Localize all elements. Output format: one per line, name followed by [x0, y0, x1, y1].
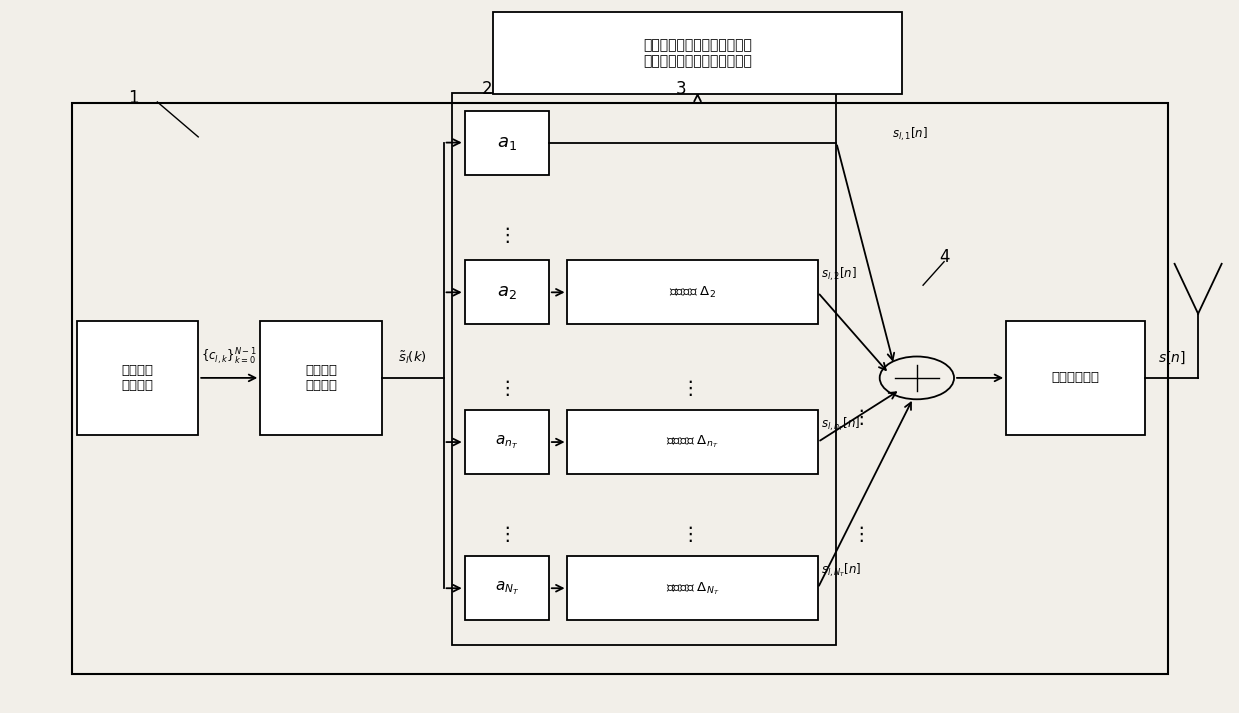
Text: $s_{l,n_T}[n]$: $s_{l,n_T}[n]$ — [821, 416, 861, 433]
Text: 3: 3 — [676, 80, 686, 98]
FancyBboxPatch shape — [465, 111, 549, 175]
Text: $s_{l,N_T}[n]$: $s_{l,N_T}[n]$ — [821, 562, 862, 579]
Text: ⋮: ⋮ — [497, 379, 517, 398]
FancyBboxPatch shape — [567, 260, 818, 324]
FancyBboxPatch shape — [465, 260, 549, 324]
Text: $a_1$: $a_1$ — [497, 133, 517, 152]
Text: $a_2$: $a_2$ — [497, 283, 517, 302]
Text: $s_{l,1}[n]$: $s_{l,1}[n]$ — [892, 125, 928, 143]
Text: 正交幅度
调制单元: 正交幅度 调制单元 — [121, 364, 154, 392]
Text: $s[n]$: $s[n]$ — [1158, 350, 1186, 366]
Text: 1: 1 — [129, 89, 139, 108]
FancyBboxPatch shape — [465, 556, 549, 620]
Text: $a_{N_T}$: $a_{N_T}$ — [494, 580, 519, 597]
Text: $a_{n_T}$: $a_{n_T}$ — [496, 434, 518, 451]
Text: ⋮: ⋮ — [851, 525, 871, 544]
Text: ⋮: ⋮ — [851, 408, 871, 426]
FancyBboxPatch shape — [567, 410, 818, 474]
FancyBboxPatch shape — [1006, 321, 1145, 435]
Text: ⋮: ⋮ — [497, 525, 517, 544]
Text: ⋮: ⋮ — [680, 525, 700, 544]
Text: 循环移位 $\Delta_{n_T}$: 循环移位 $\Delta_{n_T}$ — [667, 434, 719, 451]
FancyBboxPatch shape — [77, 321, 198, 435]
Text: ⋮: ⋮ — [680, 379, 700, 398]
FancyBboxPatch shape — [260, 321, 382, 435]
Text: 循环移位 $\Delta_{N_T}$: 循环移位 $\Delta_{N_T}$ — [665, 580, 720, 597]
Text: 2: 2 — [482, 80, 492, 98]
Text: 循环延时调制矢量映射单元或
循环延时信道化矢量分配单元: 循环延时调制矢量映射单元或 循环延时信道化矢量分配单元 — [643, 38, 752, 68]
Text: ⋮: ⋮ — [497, 226, 517, 245]
FancyBboxPatch shape — [567, 556, 818, 620]
FancyBboxPatch shape — [493, 12, 902, 94]
Text: $\{c_{l,k}\}_{k=0}^{N-1}$: $\{c_{l,k}\}_{k=0}^{N-1}$ — [201, 347, 258, 366]
Text: $\tilde{s}_l(k)$: $\tilde{s}_l(k)$ — [398, 349, 427, 366]
Text: 循环前缀单元: 循环前缀单元 — [1052, 371, 1099, 384]
Text: 循环移位 $\Delta_2$: 循环移位 $\Delta_2$ — [669, 284, 716, 300]
Text: 4: 4 — [939, 247, 949, 266]
Text: 逆僅立叶
变换单元: 逆僅立叶 变换单元 — [305, 364, 337, 392]
FancyBboxPatch shape — [465, 410, 549, 474]
Text: $s_{l,2}[n]$: $s_{l,2}[n]$ — [821, 266, 857, 283]
